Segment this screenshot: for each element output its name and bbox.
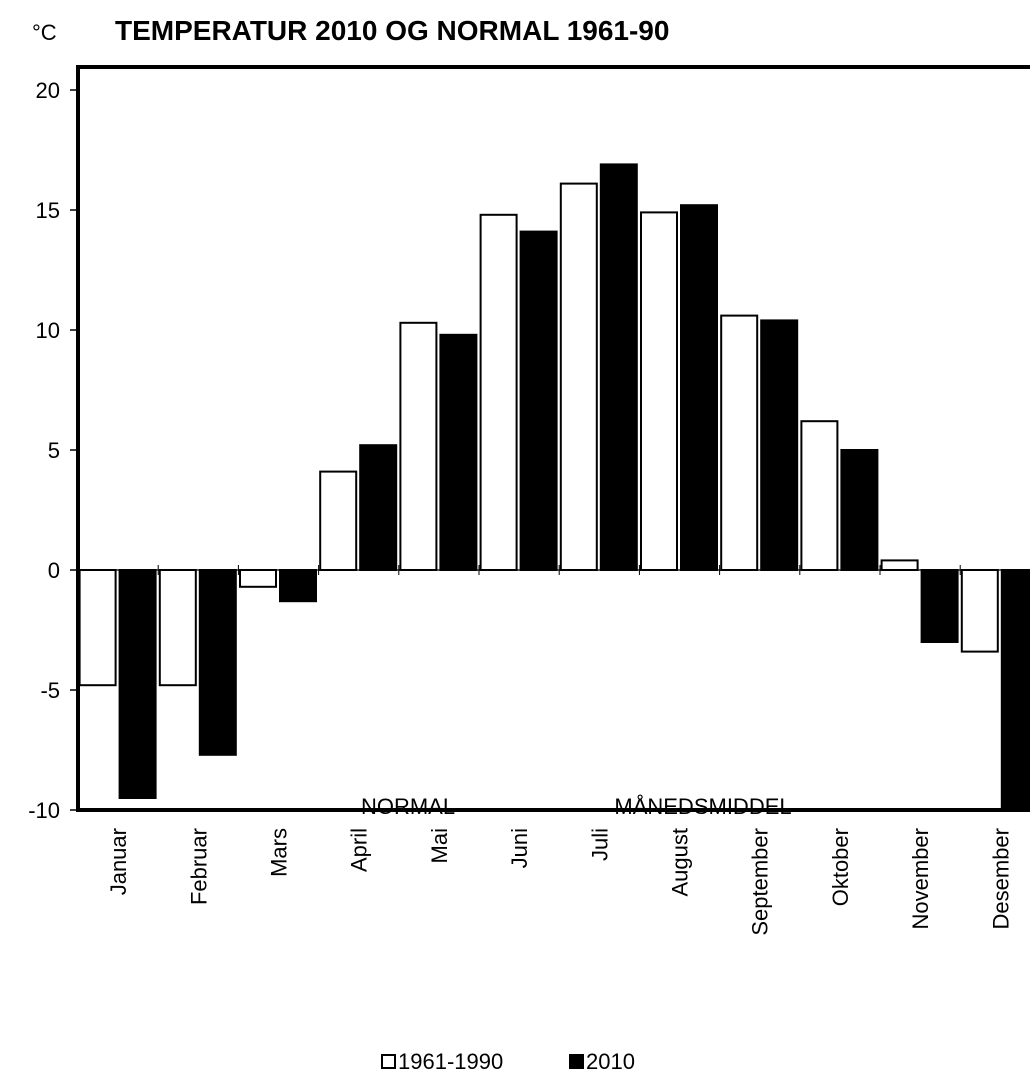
bar-2010-januar bbox=[118, 569, 157, 799]
bar-2010-oktober bbox=[840, 449, 879, 571]
y-tick-label: 20 bbox=[36, 78, 60, 103]
legend-swatch-2010 bbox=[569, 1054, 584, 1069]
x-tick-label: September bbox=[748, 828, 773, 936]
y-tick-label: 5 bbox=[48, 438, 60, 463]
bar-2010-november bbox=[920, 569, 959, 643]
bar-2010-mars bbox=[279, 569, 317, 603]
bar-normal-november bbox=[880, 559, 919, 572]
annotation-normal: NORMAL bbox=[361, 794, 455, 819]
x-tick-label: Juni bbox=[507, 828, 532, 868]
annotation-manedsmiddel: MÅNEDSMIDDEL bbox=[614, 794, 791, 819]
bar-2010-desember bbox=[1000, 569, 1030, 811]
bar-2010-juni bbox=[519, 230, 558, 571]
x-tick-label: April bbox=[347, 828, 372, 872]
legend: 1961-1990 2010 bbox=[381, 1049, 635, 1074]
bar-normal-august bbox=[640, 211, 678, 571]
y-tick-label: 0 bbox=[48, 558, 60, 583]
x-tick-label: Januar bbox=[106, 828, 131, 895]
x-tick-label: November bbox=[908, 828, 933, 929]
bar-normal-januar bbox=[78, 569, 117, 687]
x-tick-label: Oktober bbox=[828, 828, 853, 906]
bar-normal-september bbox=[720, 314, 759, 571]
y-tick-label: 10 bbox=[36, 318, 60, 343]
y-tick-label: -5 bbox=[40, 678, 60, 703]
bar-2010-februar bbox=[198, 569, 237, 756]
x-tick-label: Juli bbox=[587, 828, 612, 861]
bar-normal-mars bbox=[239, 569, 277, 588]
x-tick-label: Februar bbox=[186, 828, 211, 905]
bar-2010-september bbox=[760, 319, 799, 571]
y-unit-label: °C bbox=[32, 20, 57, 45]
bar-normal-desember bbox=[960, 569, 999, 653]
x-axis: Januar Februar Mars April Mai Juni Juli August S… bbox=[77, 565, 1030, 936]
legend-label-2010: 2010 bbox=[586, 1049, 635, 1074]
bar-2010-april bbox=[359, 444, 398, 572]
legend-swatch-1961-1990 bbox=[381, 1054, 396, 1069]
bar-2010-mai bbox=[439, 333, 478, 571]
x-tick-label: August bbox=[668, 828, 693, 897]
x-tick-label: Mars bbox=[267, 828, 292, 877]
x-tick-label: Mai bbox=[427, 828, 452, 863]
bar-normal-februar bbox=[158, 569, 197, 687]
legend-label-1961-1990: 1961-1990 bbox=[398, 1049, 503, 1074]
plot-frame bbox=[76, 65, 1030, 812]
bar-normal-mai bbox=[399, 321, 438, 571]
bar-2010-juli bbox=[599, 163, 638, 571]
x-tick-label: Desember bbox=[988, 828, 1013, 929]
bar-2010-august bbox=[680, 204, 718, 571]
bar-normal-oktober bbox=[800, 420, 839, 572]
y-tick-label: 15 bbox=[36, 198, 60, 223]
bar-normal-juli bbox=[559, 182, 598, 571]
bar-normal-juni bbox=[479, 213, 518, 572]
y-axis: 20 15 10 5 0 -5 -10 bbox=[28, 78, 78, 823]
bar-normal-april bbox=[319, 470, 358, 572]
chart-title: TEMPERATUR 2010 OG NORMAL 1961-90 bbox=[115, 15, 669, 46]
y-tick-label: -10 bbox=[28, 798, 60, 823]
plot-area bbox=[78, 163, 1030, 811]
